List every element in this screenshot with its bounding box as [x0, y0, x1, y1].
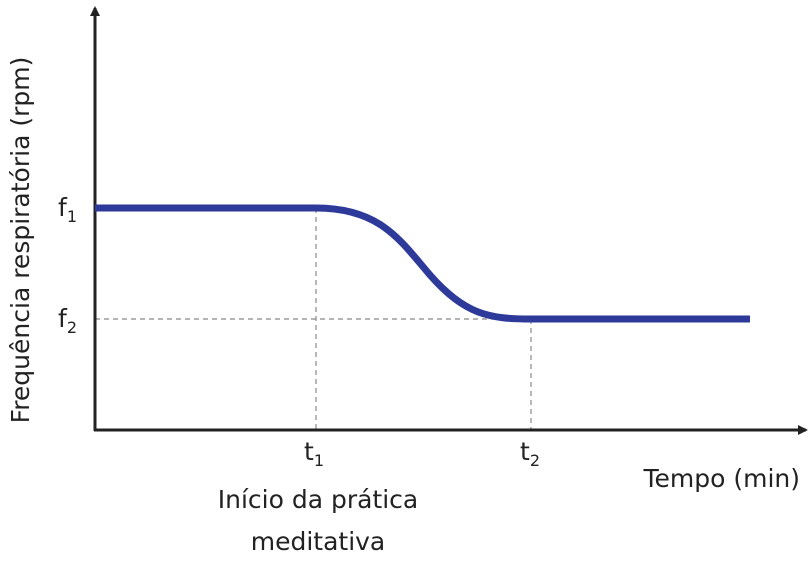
y-tick-label: f2 [58, 304, 77, 337]
x-axis-label: Tempo (min) [642, 464, 800, 493]
x-tick-label: t1 [304, 437, 324, 470]
guides [95, 208, 532, 430]
curve [95, 204, 750, 323]
y-tick-label: f1 [58, 193, 77, 226]
x-tick-label: t2 [520, 437, 540, 470]
annotation-line: meditativa [251, 527, 386, 556]
annotation-line: Início da prática [218, 485, 419, 514]
y-axis-label: Frequência respiratória (rpm) [6, 57, 35, 424]
